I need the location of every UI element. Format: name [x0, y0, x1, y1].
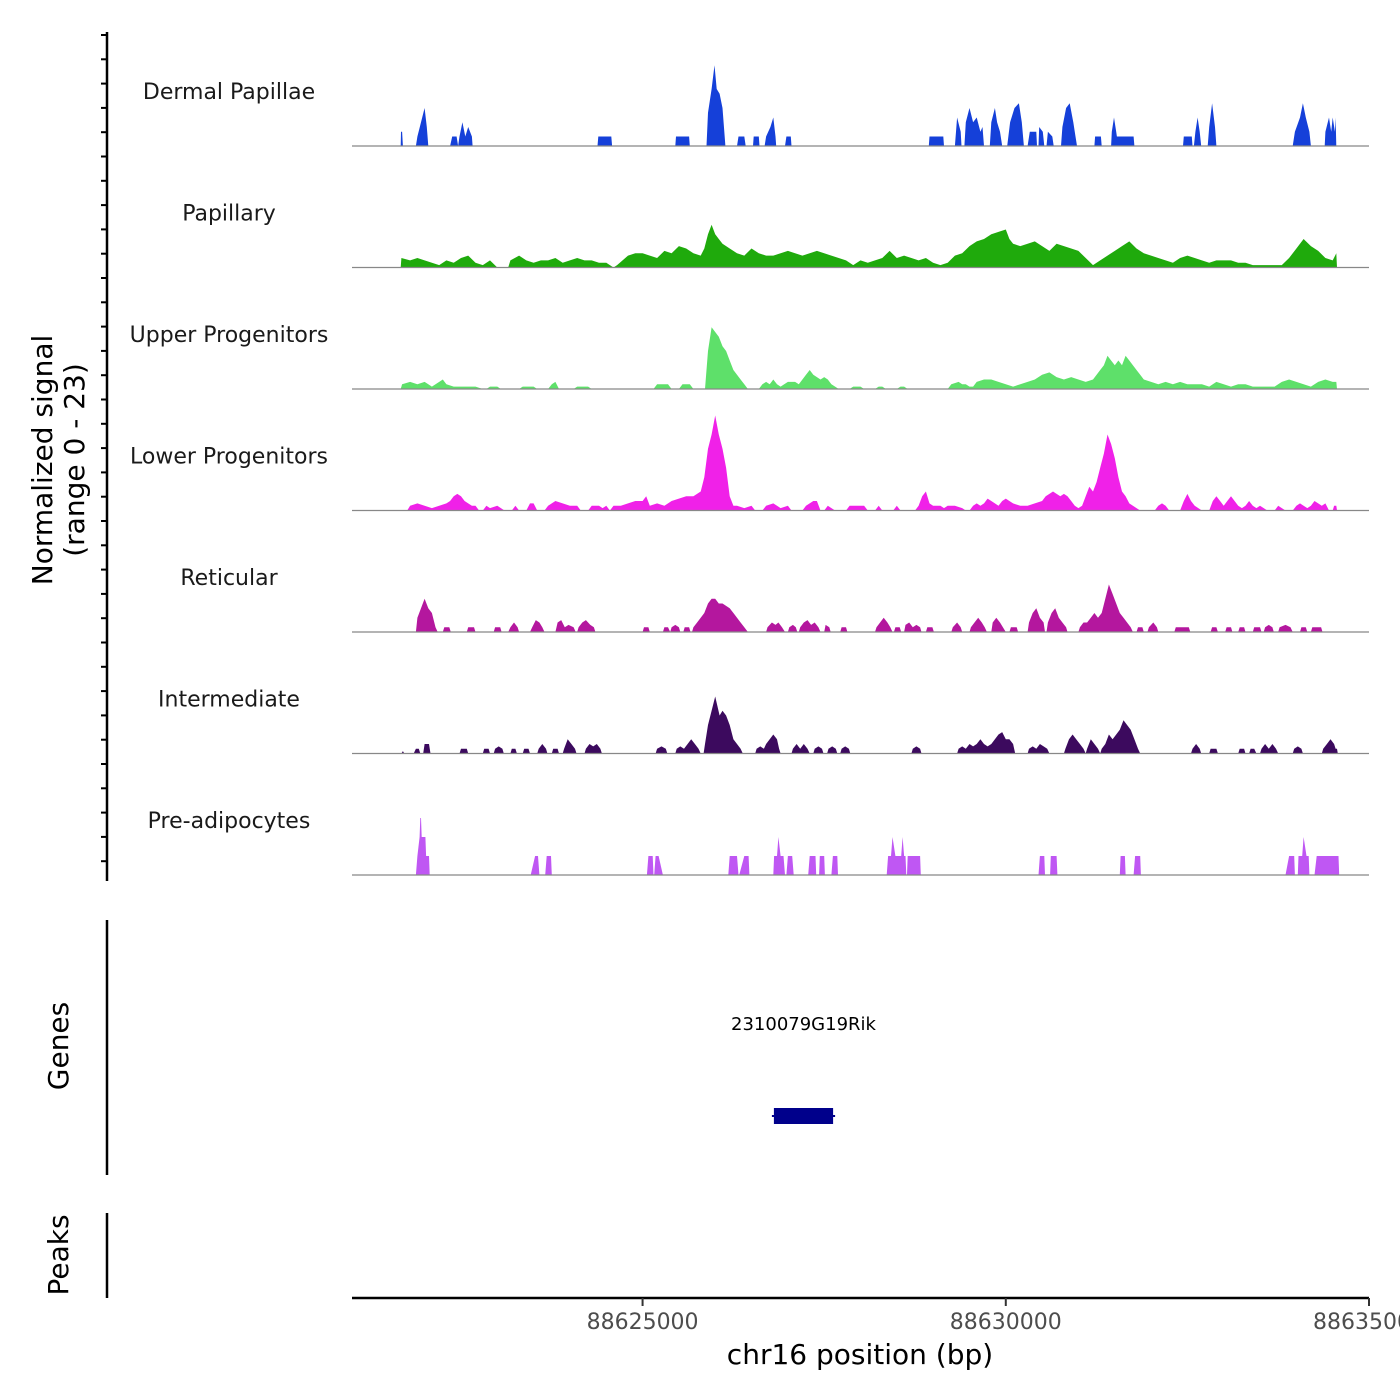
coverage-area-pre-adipocytes	[415, 818, 1340, 875]
track-label: Lower Progenitors	[130, 445, 328, 470]
track-papillary: Papillary	[182, 202, 1369, 269]
track-label: Intermediate	[158, 688, 300, 713]
y-axis-title-line2: (range 0 - 23)	[58, 363, 91, 557]
track-intermediate: Intermediate	[158, 688, 1369, 755]
track-dermal-papillae: Dermal Papillae	[143, 65, 1369, 147]
y-axis-title-line1: Normalized signal	[26, 335, 59, 586]
track-label: Dermal Papillae	[143, 80, 315, 105]
peaks-axis-title: Peaks	[42, 1214, 75, 1295]
gene-label: 2310079G19Rik	[731, 1014, 877, 1035]
x-axis-ticks: 88625000 88630000 88635000	[587, 1298, 1400, 1335]
genes-axis-title: Genes	[42, 1002, 75, 1090]
coverage-area-dermal-papillae	[400, 65, 1337, 146]
track-upper-progenitors: Upper Progenitors	[130, 323, 1369, 390]
track-label: Upper Progenitors	[130, 323, 329, 348]
coverage-axis-ticks	[101, 34, 107, 863]
x-axis-title: chr16 position (bp)	[727, 1338, 993, 1371]
track-lower-progenitors: Lower Progenitors	[130, 415, 1369, 512]
track-pre-adipocytes: Pre-adipocytes	[148, 809, 1369, 876]
coverage-area-papillary	[400, 224, 1337, 268]
genes-track: 2310079G19Rik	[731, 1014, 877, 1124]
coverage-area-lower-progenitors	[407, 415, 1337, 511]
x-tick-label: 88635000	[1313, 1310, 1400, 1335]
coverage-area-reticular	[415, 584, 1323, 632]
x-tick-label: 88630000	[950, 1310, 1062, 1335]
track-label: Reticular	[180, 566, 278, 591]
coverage-area-intermediate	[401, 696, 1338, 754]
track-reticular: Reticular	[180, 566, 1369, 633]
track-label: Pre-adipocytes	[148, 809, 311, 834]
coverage-area-upper-progenitors	[400, 327, 1337, 389]
x-tick-label: 88625000	[587, 1310, 699, 1335]
gene-2310079g19rik: 2310079G19Rik	[731, 1014, 877, 1124]
track-label: Papillary	[182, 202, 276, 227]
coverage-tracks: Dermal Papillae Papillary Upper Progenitor…	[130, 65, 1369, 876]
gene-exon	[773, 1108, 834, 1124]
